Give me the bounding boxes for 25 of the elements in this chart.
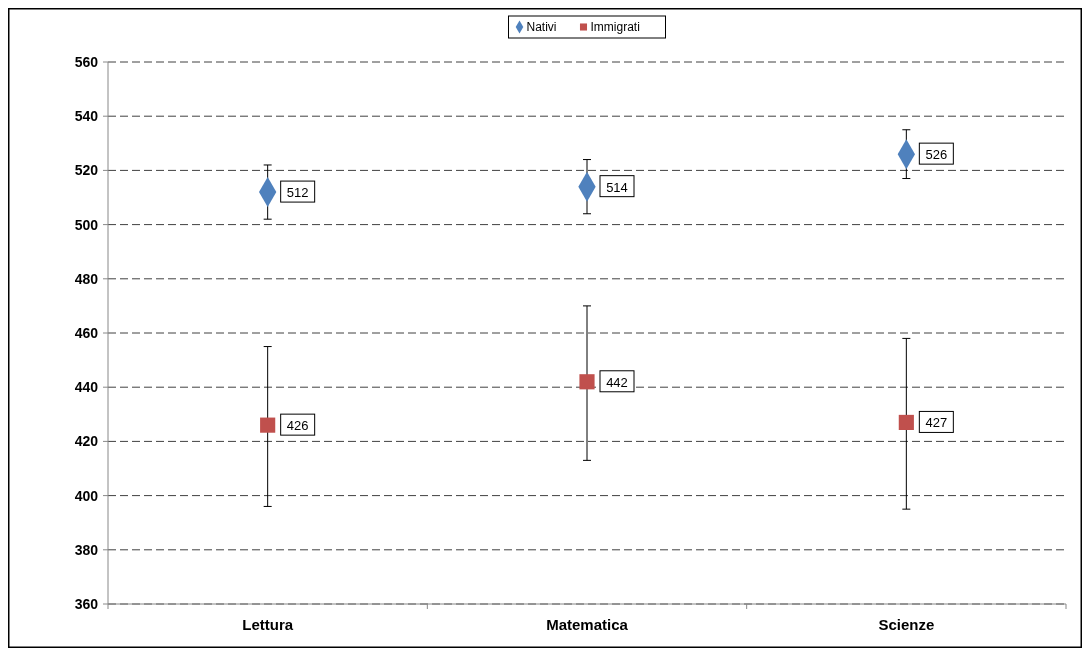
data-label: 442 <box>606 374 628 390</box>
x-tick-label: Lettura <box>242 616 294 633</box>
x-tick-label: Scienze <box>878 616 935 633</box>
y-tick-label: 420 <box>74 433 99 450</box>
y-tick-label: 520 <box>74 162 99 179</box>
point <box>579 374 595 390</box>
legend-label: Nativi <box>526 20 557 34</box>
x-tick-label: Matematica <box>546 616 629 633</box>
data-label: 514 <box>606 179 628 195</box>
y-tick-label: 460 <box>74 324 99 341</box>
data-label: 526 <box>925 147 948 163</box>
y-tick-label: 560 <box>74 53 99 70</box>
y-tick-label: 360 <box>74 595 99 612</box>
y-tick-label: 480 <box>74 270 99 287</box>
data-label: 426 <box>286 418 309 434</box>
data-label: 427 <box>925 415 948 431</box>
point <box>898 414 914 431</box>
y-tick-label: 400 <box>74 487 99 504</box>
y-tick-label: 500 <box>74 216 99 233</box>
y-tick-label: 540 <box>74 108 99 125</box>
y-tick-label: 440 <box>74 379 99 396</box>
point <box>260 417 276 433</box>
data-label: 512 <box>286 185 309 201</box>
legend-label: Immigrati <box>590 20 640 34</box>
y-tick-label: 380 <box>74 541 99 558</box>
